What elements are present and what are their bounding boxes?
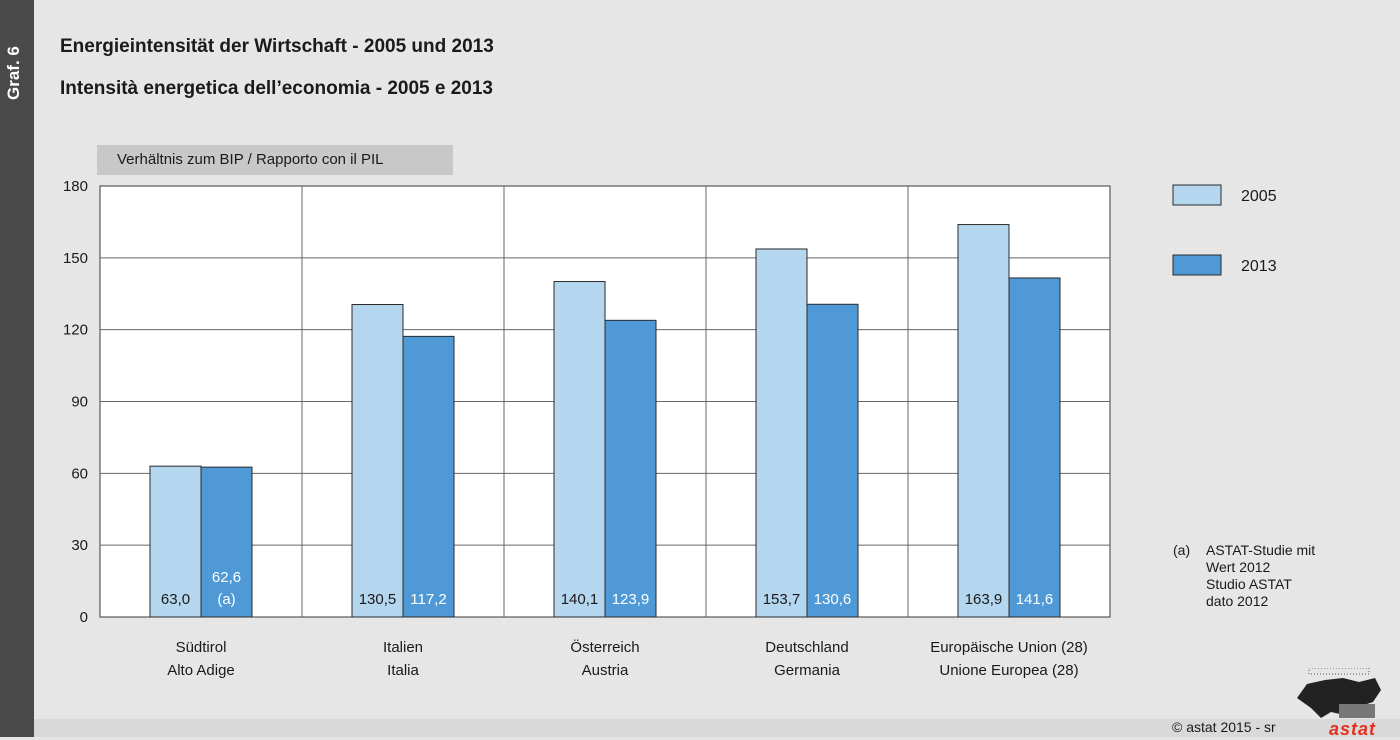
bar-value-label: 141,6 <box>1016 591 1054 608</box>
bar-value-label: 62,6 <box>212 569 241 586</box>
footnote-line: Studio ASTAT <box>1206 576 1292 592</box>
bar-2013 <box>200 466 253 618</box>
bar-2005 <box>755 248 808 618</box>
bar-value-label: 130,6 <box>814 591 852 608</box>
copyright-text: © astat 2015 - sr <box>1172 719 1276 735</box>
x-category-label: Österreich <box>570 638 639 656</box>
footnote: (a) ASTAT-Studie mit Wert 2012 Studio AS… <box>1173 542 1315 610</box>
x-category-label: Europäische Union (28) <box>930 639 1088 656</box>
footnote-line: Wert 2012 <box>1206 559 1271 575</box>
x-category-label: Deutschland <box>765 639 848 656</box>
legend-label: 2005 <box>1241 188 1277 205</box>
bar-value-label: 153,7 <box>763 591 801 608</box>
bar-2013 <box>1008 277 1061 618</box>
astat-logo-text: astat <box>1329 719 1377 739</box>
footnote-line: ASTAT-Studie mit <box>1206 542 1316 558</box>
bar-2005 <box>351 304 404 618</box>
x-category-label: Austria <box>582 662 629 679</box>
bar-2005 <box>149 465 202 618</box>
x-category-label: Südtirol <box>176 639 227 656</box>
footnote-line: dato 2012 <box>1206 593 1269 609</box>
y-tick-label: 90 <box>71 394 88 411</box>
sidebar-band: Graf. 6 <box>0 0 34 737</box>
footnote-marker: (a) <box>1173 542 1191 558</box>
legend-swatch-2005 <box>1172 184 1222 206</box>
x-category-label: Italia <box>387 662 419 679</box>
y-tick-label: 120 <box>63 322 88 339</box>
x-category-label: Italien <box>383 639 423 656</box>
y-tick-label: 60 <box>71 465 88 482</box>
bar-2005 <box>957 224 1010 618</box>
y-tick-label: 30 <box>71 537 88 554</box>
x-category-label: Alto Adige <box>167 662 235 679</box>
bar-2013 <box>604 319 657 618</box>
bar-value-label: 63,0 <box>161 591 190 608</box>
y-tick-label: 150 <box>63 250 88 267</box>
unit-label: Verhältnis zum BIP / Rapporto con il PIL <box>97 145 453 175</box>
bar-value-label: 130,5 <box>359 591 397 608</box>
bar-value-label: 123,9 <box>612 591 650 608</box>
x-category-label: Germania <box>774 662 841 679</box>
bar-value-label: 117,2 <box>410 591 446 608</box>
bar-value-label: 140,1 <box>561 591 599 608</box>
bar-2013 <box>402 335 455 618</box>
astat-logo-icon <box>1297 668 1381 718</box>
chart-title-german: Energieintensität der Wirtschaft - 2005 … <box>60 36 494 57</box>
bar-2013 <box>806 303 859 618</box>
bar-value-label: 163,9 <box>965 591 1003 608</box>
legend-swatch-2013 <box>1172 254 1222 276</box>
legend-label: 2013 <box>1241 258 1277 275</box>
bar-2005 <box>553 281 606 618</box>
y-tick-label: 0 <box>80 609 88 626</box>
footer-band <box>34 719 1400 737</box>
x-category-label: Unione Europea (28) <box>939 662 1078 679</box>
y-tick-label: 180 <box>63 178 88 195</box>
chart-title-italian: Intensità energetica dell’economia - 200… <box>60 78 493 99</box>
bar-value-label: (a) <box>217 591 235 608</box>
